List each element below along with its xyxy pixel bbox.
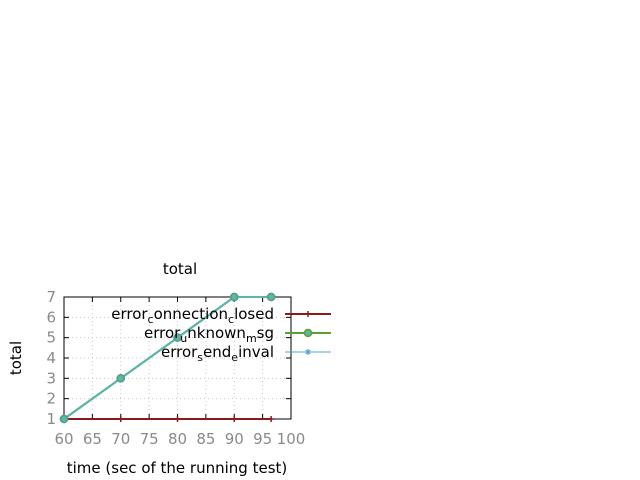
x-tick-label: 95 xyxy=(253,430,272,448)
legend-swatch-marker xyxy=(303,328,313,338)
legend-entry-1: errorunknownmsg xyxy=(144,324,331,345)
series-overlay xyxy=(59,292,276,424)
data-point xyxy=(231,416,238,422)
data-point xyxy=(230,292,239,302)
x-tick-label: 90 xyxy=(225,430,244,448)
y-tick-label: 1 xyxy=(46,410,56,428)
series-group xyxy=(59,292,276,424)
y-tick-label: 5 xyxy=(46,329,56,347)
legend-entry-0: errorconnectionclosed xyxy=(111,305,331,326)
chart-title: total xyxy=(163,260,197,278)
legend-swatch-marker xyxy=(305,311,311,317)
data-point xyxy=(116,374,125,383)
data-point xyxy=(268,416,275,422)
y-tick-label: 3 xyxy=(46,369,56,387)
data-point xyxy=(266,292,276,302)
legend-swatch-marker xyxy=(305,349,311,355)
x-tick-label: 100 xyxy=(277,430,306,448)
data-point xyxy=(117,416,124,422)
x-tick-label: 75 xyxy=(140,430,159,448)
y-axis: 1 2 3 4 5 6 7 xyxy=(46,288,291,428)
legend-label: errorunknownmsg xyxy=(144,324,274,345)
data-point xyxy=(59,414,69,424)
x-tick-label: 70 xyxy=(111,430,130,448)
legend-label: errorconnectionclosed xyxy=(111,305,274,326)
y-tick-label: 7 xyxy=(46,288,56,306)
y-tick-label: 2 xyxy=(46,390,56,408)
x-axis: 60 65 70 75 80 85 90 95 100 xyxy=(54,297,305,448)
legend: errorconnectionclosederrorunknownmsgerro… xyxy=(111,305,331,364)
x-tick-label: 60 xyxy=(54,430,73,448)
legend-label: errorsendeinval xyxy=(161,343,274,364)
y-axis-label: total xyxy=(7,341,25,375)
data-point xyxy=(173,333,182,342)
y-tick-label: 4 xyxy=(46,349,56,367)
x-tick-label: 65 xyxy=(83,430,102,448)
x-tick-label: 80 xyxy=(168,430,187,448)
series-0 xyxy=(61,416,275,422)
data-point xyxy=(174,416,181,422)
y-tick-label: 6 xyxy=(46,308,56,326)
legend-entry-2: errorsendeinval xyxy=(161,343,331,364)
x-axis-label: time (sec of the running test) xyxy=(67,459,288,477)
x-tick-label: 85 xyxy=(196,430,215,448)
